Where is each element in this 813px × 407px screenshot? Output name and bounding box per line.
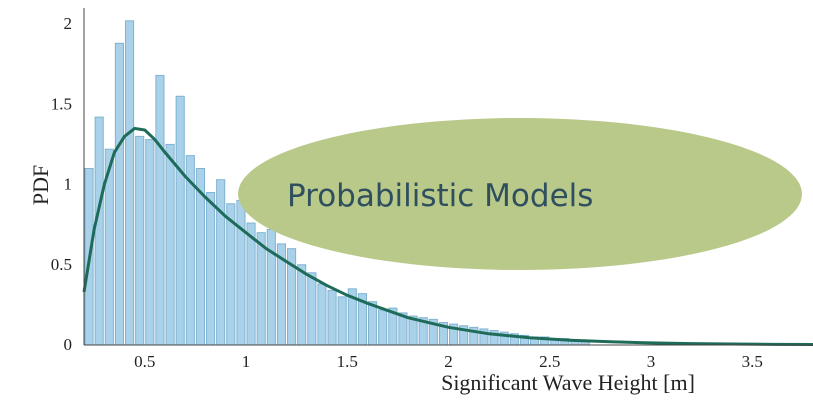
y-tick-label: 1.5 <box>51 94 72 113</box>
y-tick-label: 2 <box>64 14 73 33</box>
x-tick-label: 1.5 <box>337 352 358 371</box>
histogram-bar <box>317 283 327 346</box>
histogram-bar <box>206 192 216 346</box>
histogram-bars <box>84 20 590 346</box>
histogram-bar <box>266 228 276 346</box>
y-tick-label: 0 <box>64 335 73 354</box>
x-tick-label: 3 <box>647 352 656 371</box>
x-tick-label: 1 <box>242 352 251 371</box>
histogram-bar <box>327 289 337 346</box>
y-tick-labels: 0 0.5 1 1.5 2 <box>51 14 72 354</box>
histogram-bar <box>337 296 347 346</box>
x-axis-label: Significant Wave Height [m] <box>441 370 695 395</box>
histogram-bar <box>155 74 165 346</box>
histogram-bar <box>378 309 388 346</box>
x-tick-label: 3.5 <box>742 352 763 371</box>
histogram-bar <box>175 95 185 346</box>
probabilistic-models-label: Probabilistic Models <box>287 178 593 214</box>
x-tick-label: 0.5 <box>134 352 155 371</box>
x-tick-label: 2 <box>444 352 453 371</box>
histogram-bar <box>246 222 256 346</box>
y-axis-label: PDF <box>28 165 53 205</box>
histogram-bar <box>165 143 175 346</box>
histogram-bar <box>226 203 236 346</box>
histogram-bar <box>236 200 246 346</box>
histogram-bar <box>114 42 124 346</box>
y-tick-label: 0.5 <box>51 255 72 274</box>
histogram-bar <box>216 179 226 346</box>
histogram-bar <box>368 301 378 346</box>
histogram-bar <box>297 264 307 346</box>
x-tick-labels: 0.5 1 1.5 2 2.5 3 3.5 <box>134 352 763 371</box>
histogram-bar <box>256 232 266 346</box>
histogram-bar <box>94 116 104 346</box>
histogram-bar <box>125 20 135 346</box>
probabilistic-models-ellipse <box>238 118 802 270</box>
x-tick-label: 2.5 <box>539 352 560 371</box>
histogram-bar <box>307 272 317 346</box>
pdf-fit-curve <box>82 126 813 346</box>
histogram-bar <box>145 139 155 346</box>
y-tick-label: 1 <box>64 175 73 194</box>
histogram-bar <box>135 135 145 346</box>
